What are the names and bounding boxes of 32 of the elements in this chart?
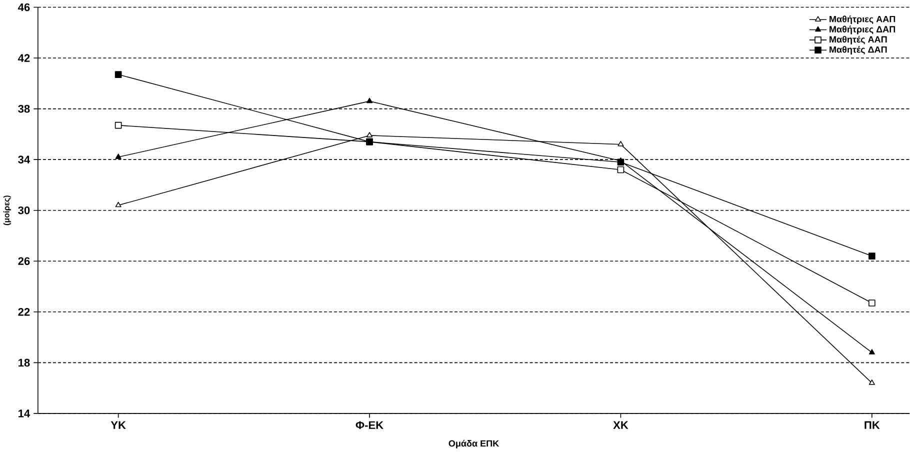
point (366, 98, 373, 104)
legend-label: Μαθήτριες ΔΑΠ (830, 26, 896, 34)
point (115, 202, 122, 208)
legend-label: Μαθητές ΔΑΠ (830, 46, 887, 55)
y-tick-label: 46 (18, 3, 30, 12)
x-axis-title: Ομάδα ΕΠΚ (448, 440, 500, 449)
y-tick-label: 18 (18, 358, 30, 367)
point (868, 380, 875, 386)
legend-label: Μαθητές ΑΑΠ (830, 36, 887, 45)
legend-label: Μαθήτριες ΑΑΠ (830, 16, 896, 24)
y-tick-label: 34 (18, 156, 30, 164)
point (868, 349, 875, 355)
x-tick-label: ΧΚ (613, 421, 628, 430)
y-tick-label: 14 (18, 410, 30, 418)
point (868, 300, 876, 307)
x-tick-label: ΥΚ (110, 421, 126, 430)
point (618, 141, 624, 146)
y-tick-label: 38 (18, 105, 30, 113)
y-tick-label: 30 (18, 206, 30, 214)
point (115, 154, 122, 160)
y-tick-label: 26 (18, 257, 30, 266)
x-tick-label: Φ-ΕΚ (356, 421, 384, 430)
point (114, 122, 122, 129)
point (617, 166, 624, 174)
point (114, 71, 122, 78)
x-tick-label: ΠΚ (864, 421, 880, 430)
y-tick-label: 22 (18, 308, 30, 316)
y-axis-title: (μοίρες) (3, 196, 11, 226)
point (617, 158, 624, 166)
y-tick-label: 42 (18, 54, 30, 62)
point (868, 252, 876, 260)
point (366, 132, 373, 138)
